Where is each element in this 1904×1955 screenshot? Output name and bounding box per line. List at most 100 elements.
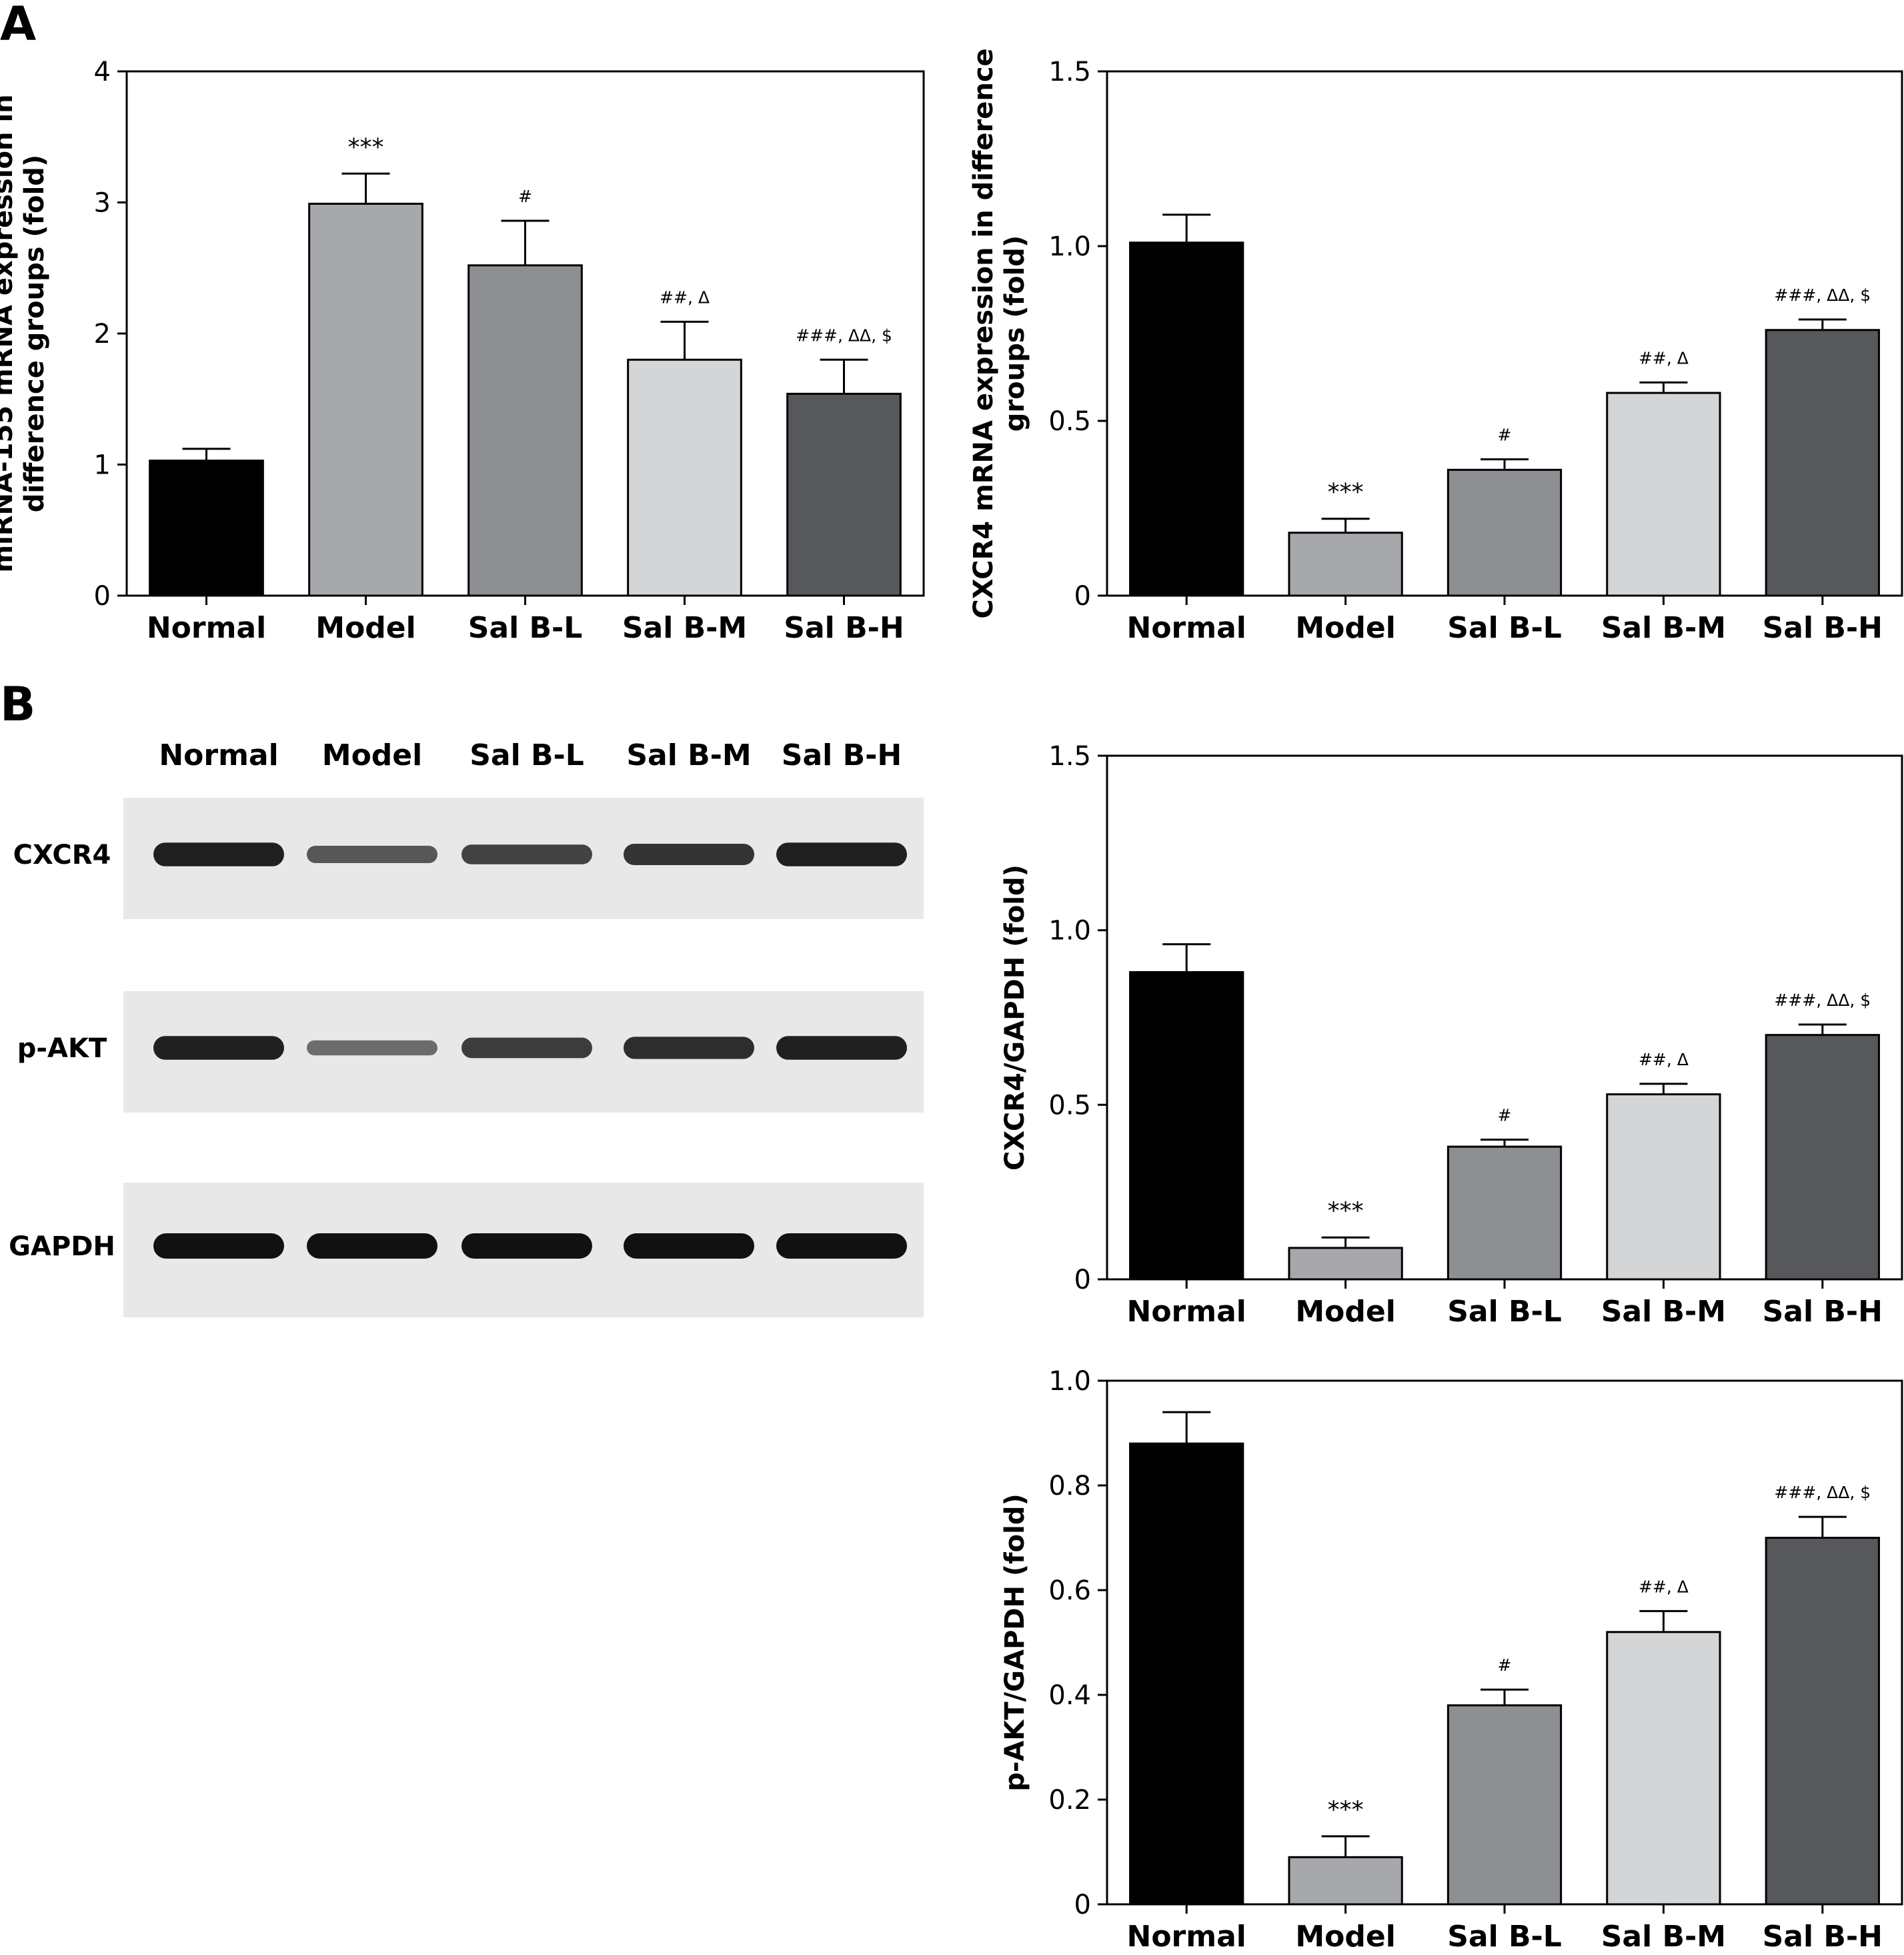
y-axis-label: CXCR4 mRNA expression in differencegroup… <box>968 48 1030 618</box>
x-tick-label: Model <box>1295 1920 1395 1954</box>
bar <box>786 392 902 597</box>
bar <box>1447 1145 1563 1281</box>
bar <box>149 460 264 597</box>
significance-label: # <box>518 187 532 206</box>
y-tick-label: 0 <box>94 581 111 612</box>
chart-1: 0 1 2 3 4 Normal Model *** Sal B-L # Sal B-M ##, Δ S… <box>0 57 925 645</box>
significance-label: ##, Δ <box>1639 1577 1689 1596</box>
bar <box>1606 1093 1721 1281</box>
x-tick-label: Sal B-L <box>468 611 583 645</box>
y-tick-label: 0 <box>1074 1265 1091 1295</box>
x-tick-label: Sal B-H <box>1763 1295 1883 1329</box>
y-tick-label: 1.5 <box>1048 57 1091 87</box>
protein-band <box>307 1040 437 1056</box>
bar <box>1129 970 1244 1281</box>
y-axis-label-line: CXCR4 mRNA expression in difference <box>968 48 999 618</box>
significance-label: # <box>1498 426 1512 445</box>
protein-band <box>461 1233 592 1259</box>
lane-label: Sal B-M <box>626 738 751 772</box>
protein-band <box>776 1233 907 1259</box>
y-tick-label: 1.0 <box>1048 231 1091 262</box>
x-tick-label: Sal B-H <box>1763 611 1883 645</box>
bar <box>1765 1034 1880 1281</box>
x-tick-label: Sal B-M <box>622 611 747 645</box>
panel-label-a: A <box>0 0 36 51</box>
y-tick-label: 1.0 <box>1048 916 1091 946</box>
y-tick-label: 2 <box>94 319 111 350</box>
y-axis-label: miRNA-155 mRNA expression indifference g… <box>0 94 50 572</box>
protein-band <box>307 1233 437 1259</box>
x-tick-label: Normal <box>1127 611 1246 645</box>
significance-label: ##, Δ <box>660 287 710 307</box>
lane-label: Normal <box>159 738 278 772</box>
x-tick-label: Normal <box>1127 1920 1246 1954</box>
lane-label: Sal B-L <box>469 738 584 772</box>
bar <box>1765 329 1880 597</box>
chart-2: 0 0.5 1.0 1.5 Normal Model *** Sal B-L # Sal B-M #… <box>968 48 1903 645</box>
x-tick-label: Model <box>315 611 415 645</box>
bar <box>1606 392 1721 597</box>
lane-label: Model <box>322 738 422 772</box>
significance-label: ##, Δ <box>1639 348 1689 368</box>
bar <box>1606 1631 1721 1906</box>
x-tick-label: Sal B-H <box>1763 1920 1883 1954</box>
bar <box>1288 1856 1403 1906</box>
significance-label: *** <box>1328 1197 1364 1225</box>
western-blot: Normal Model Sal B-L Sal B-M Sal B-H CXCR4 p-A… <box>9 738 924 1317</box>
protein-band <box>153 842 284 866</box>
x-tick-label: Sal B-L <box>1447 611 1562 645</box>
x-tick-label: Sal B-L <box>1447 1295 1562 1329</box>
blot-row: CXCR4 <box>13 798 924 919</box>
bar <box>1765 1537 1880 1906</box>
x-tick-label: Normal <box>1127 1295 1246 1329</box>
y-tick-label: 0.5 <box>1048 1090 1091 1121</box>
chart-4: 0 0.2 0.4 0.6 0.8 1.0 Normal Model *** Sal B-L # Sa… <box>1000 1366 1903 1954</box>
protein-band <box>153 1233 284 1259</box>
bar <box>1129 1442 1244 1906</box>
significance-label: ###, ΔΔ, $ <box>796 325 892 345</box>
x-tick-label: Sal B-M <box>1601 611 1726 645</box>
row-label: p-AKT <box>17 1033 107 1064</box>
charts: 0 1 2 3 4 Normal Model *** Sal B-L # Sal B-M ##, Δ S… <box>0 48 1903 1954</box>
x-tick-label: Sal B-H <box>784 611 904 645</box>
y-tick-label: 3 <box>94 188 111 219</box>
significance-label: ##, Δ <box>1639 1050 1689 1069</box>
protein-band <box>461 1037 592 1059</box>
significance-label: # <box>1498 1656 1512 1675</box>
significance-label: # <box>1498 1106 1512 1125</box>
protein-band <box>153 1036 284 1060</box>
x-tick-label: Model <box>1295 611 1395 645</box>
significance-label: *** <box>1328 1796 1364 1824</box>
y-tick-label: 0 <box>1074 1890 1091 1920</box>
y-tick-label: 0.5 <box>1048 406 1091 437</box>
y-tick-label: 1.0 <box>1048 1366 1091 1397</box>
y-axis-label-line: CXCR4/GAPDH (fold) <box>1000 864 1030 1171</box>
bar <box>627 358 742 597</box>
significance-label: ###, ΔΔ, $ <box>1774 991 1871 1010</box>
y-axis-label: CXCR4/GAPDH (fold) <box>1000 864 1030 1171</box>
y-tick-label: 0.2 <box>1048 1785 1091 1816</box>
protein-band <box>624 844 754 865</box>
protein-band <box>624 1233 754 1259</box>
bar <box>308 202 423 597</box>
x-tick-label: Sal B-M <box>1601 1295 1726 1329</box>
lane-label: Sal B-H <box>782 738 902 772</box>
y-tick-label: 1 <box>94 450 111 481</box>
bar <box>1288 1247 1403 1281</box>
blot-row: GAPDH <box>9 1183 924 1317</box>
blot-row: p-AKT <box>17 991 924 1113</box>
significance-label: ###, ΔΔ, $ <box>1774 1483 1871 1502</box>
row-label: GAPDH <box>9 1231 115 1262</box>
bar <box>1288 532 1403 597</box>
y-axis-label-line: miRNA-155 mRNA expression in <box>0 94 19 572</box>
x-tick-label: Normal <box>147 611 266 645</box>
significance-label: ###, ΔΔ, $ <box>1774 285 1871 305</box>
y-axis-label: p-AKT/GAPDH (fold) <box>1000 1493 1030 1792</box>
y-tick-label: 1.5 <box>1048 741 1091 772</box>
row-label: CXCR4 <box>13 840 111 870</box>
bar <box>1129 241 1244 597</box>
protein-band <box>461 844 592 864</box>
y-tick-label: 0.6 <box>1048 1575 1091 1606</box>
protein-band <box>307 846 437 863</box>
